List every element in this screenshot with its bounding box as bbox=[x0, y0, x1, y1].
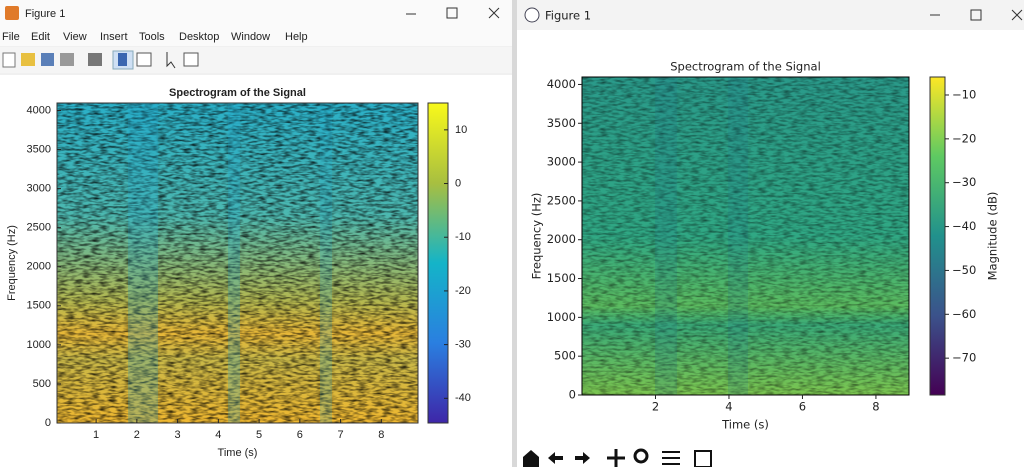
menu-item[interactable]: File bbox=[2, 31, 20, 43]
y-axis-label: Frequency (Hz) bbox=[530, 193, 544, 280]
y-tick-label: 500 bbox=[33, 378, 51, 390]
x-tick-label: 8 bbox=[872, 400, 879, 414]
x-tick-label: 1 bbox=[93, 429, 99, 441]
y-axis-label: Frequency (Hz) bbox=[6, 225, 18, 301]
y-tick-label: 1000 bbox=[27, 339, 51, 351]
x-tick-label: 6 bbox=[297, 429, 303, 441]
chart-title: Spectrogram of the Signal bbox=[670, 60, 821, 74]
y-tick-label: 3000 bbox=[547, 155, 576, 169]
maximize[interactable] bbox=[446, 7, 458, 19]
chart-title: Spectrogram of the Signal bbox=[169, 87, 306, 99]
y-tick-label: 500 bbox=[554, 349, 576, 363]
colorbar-tick-label: −50 bbox=[952, 263, 976, 277]
menu-item[interactable]: Edit bbox=[31, 31, 50, 43]
colorbar-tick-label: −30 bbox=[952, 175, 976, 189]
matlab-window: Figure 1 File Edit View Insert Tools Desktop W… bbox=[0, 0, 512, 467]
x-tick-label: 4 bbox=[215, 429, 221, 441]
colorbar bbox=[427, 102, 449, 424]
colorbar-tick-label: −40 bbox=[952, 219, 976, 233]
app-icon bbox=[5, 6, 19, 20]
menu-item[interactable]: Tools bbox=[139, 31, 165, 43]
colorbar-tick-label: -10 bbox=[455, 231, 471, 243]
x-tick-label: 3 bbox=[175, 429, 181, 441]
y-tick-label: 0 bbox=[569, 388, 576, 402]
y-tick-label: 2500 bbox=[547, 193, 576, 207]
colorbar-tick-label: 0 bbox=[455, 177, 461, 189]
divider bbox=[512, 0, 517, 467]
axes: 1 2 3 4 5 6 7 8 0 500 1000 1500 2000 2500 3000 3500 4000… bbox=[6, 87, 471, 459]
close[interactable] bbox=[1011, 9, 1023, 21]
toolbar-icons[interactable] bbox=[2, 50, 199, 70]
x-tick-label: 4 bbox=[725, 400, 732, 414]
y-tick-label: 3000 bbox=[27, 183, 51, 195]
x-axis-label: Time (s) bbox=[721, 418, 769, 432]
y-tick-label: 1500 bbox=[547, 271, 576, 285]
colorbar-tick-label: -40 bbox=[455, 392, 471, 404]
x-tick-label: 6 bbox=[799, 400, 806, 414]
colorbar-label: Magnitude (dB) bbox=[986, 192, 1000, 281]
colorbar-tick-label: −10 bbox=[952, 87, 976, 101]
menu-item[interactable]: Window bbox=[231, 31, 270, 43]
x-tick-label: 2 bbox=[134, 429, 140, 441]
spectrogram-image bbox=[582, 77, 909, 395]
menu-item[interactable]: View bbox=[63, 31, 87, 43]
python-window: Figure 1 bbox=[517, 0, 1024, 467]
x-tick-label: 8 bbox=[378, 429, 384, 441]
toolbar-icons[interactable] bbox=[523, 448, 712, 467]
menu-item[interactable]: Desktop bbox=[179, 31, 219, 43]
title-bar bbox=[0, 0, 512, 28]
y-tick-label: 2500 bbox=[27, 222, 51, 234]
axes-frame bbox=[56, 102, 419, 424]
menu-item[interactable]: Insert bbox=[100, 31, 128, 43]
axes: 2 4 6 8 0 500 1000 1500 2000 2500 3000 3500 4000 Spec… bbox=[530, 60, 1000, 432]
colorbar bbox=[929, 76, 946, 396]
y-tick-label: 0 bbox=[45, 417, 51, 429]
window-title: Figure 1 bbox=[545, 9, 591, 23]
y-tick-label: 1500 bbox=[27, 300, 51, 312]
y-tick-label: 2000 bbox=[27, 261, 51, 273]
close[interactable] bbox=[488, 7, 500, 19]
maximize[interactable] bbox=[970, 9, 982, 21]
app-icon bbox=[524, 7, 540, 23]
y-tick-label: 3500 bbox=[27, 143, 51, 155]
colorbar-tick-label: 10 bbox=[455, 124, 467, 136]
colorbar-tick-label: −20 bbox=[952, 131, 976, 145]
colorbar-tick-label: −60 bbox=[952, 307, 976, 321]
axes-frame bbox=[581, 76, 910, 396]
menu-bar bbox=[0, 28, 512, 46]
colorbar-tick-label: -20 bbox=[455, 285, 471, 297]
x-axis-label: Time (s) bbox=[218, 447, 258, 459]
title-bar bbox=[517, 0, 1024, 30]
spectrogram-image bbox=[57, 103, 418, 423]
x-tick-label: 7 bbox=[338, 429, 344, 441]
x-tick-label: 5 bbox=[256, 429, 262, 441]
window-title: Figure 1 bbox=[25, 8, 65, 20]
y-tick-label: 1000 bbox=[547, 310, 576, 324]
y-tick-label: 2000 bbox=[547, 232, 576, 246]
y-tick-label: 4000 bbox=[547, 77, 576, 91]
menu-item[interactable]: Help bbox=[285, 31, 308, 43]
colorbar-tick-label: −70 bbox=[952, 351, 976, 365]
x-tick-label: 2 bbox=[652, 400, 659, 414]
y-tick-label: 4000 bbox=[27, 104, 51, 116]
colorbar-tick-label: -30 bbox=[455, 339, 471, 351]
toolbar bbox=[0, 47, 512, 73]
y-tick-label: 3500 bbox=[547, 116, 576, 130]
